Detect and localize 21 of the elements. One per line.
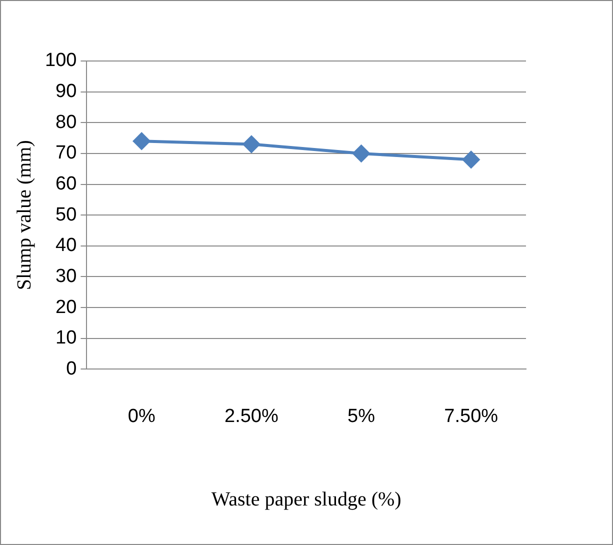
point (462, 151, 480, 168)
x-tick-label: 2.50% (224, 406, 278, 427)
x-tick-label: 0% (128, 406, 156, 427)
point (352, 144, 370, 162)
y-tick-label: 40 (56, 235, 77, 256)
y-tick-label: 0 (66, 358, 77, 380)
point (133, 132, 150, 150)
y-tick-label: 80 (56, 112, 77, 133)
y-tick-label: 60 (56, 174, 77, 195)
x-tick-label: 5% (348, 406, 376, 427)
point (242, 136, 260, 153)
y-tick-label: 10 (56, 328, 77, 349)
y-axis-title: Slump value (mm) (13, 140, 36, 290)
x-axis-title: Waste paper sludge (%) (211, 488, 402, 510)
y-tick-label: 100 (45, 50, 77, 72)
y-tick-label: 30 (56, 266, 77, 287)
y-tick-label: 20 (56, 296, 77, 318)
y-tick-label: 70 (56, 142, 77, 164)
x-tick-label: 7.50% (444, 406, 498, 427)
y-tick-label: 90 (56, 81, 77, 102)
y-tick-label: 50 (56, 204, 77, 226)
